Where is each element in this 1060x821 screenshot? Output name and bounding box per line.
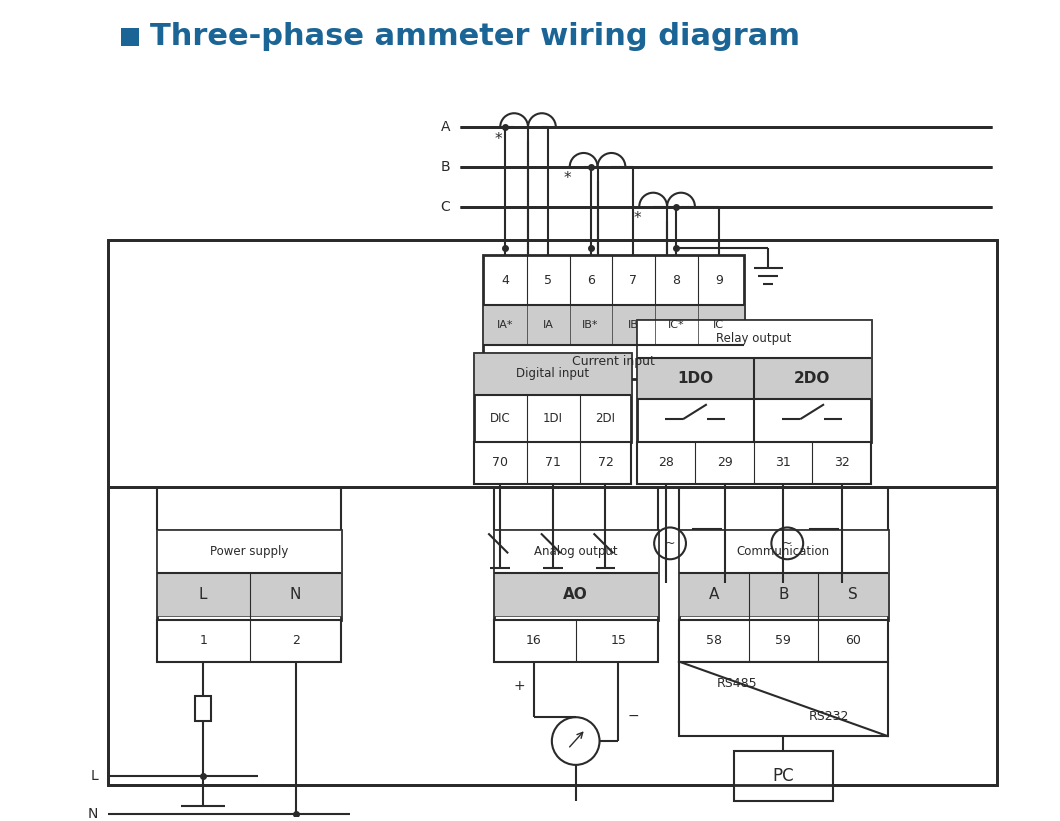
Text: A: A bbox=[708, 586, 719, 602]
Text: N: N bbox=[289, 586, 301, 602]
Text: *: * bbox=[494, 131, 502, 147]
Bar bbox=[158, 573, 341, 616]
Text: 7: 7 bbox=[630, 273, 637, 287]
Bar bbox=[494, 530, 658, 573]
Text: 5: 5 bbox=[544, 273, 552, 287]
Text: N: N bbox=[88, 806, 98, 820]
Text: 71: 71 bbox=[545, 456, 561, 470]
Bar bbox=[483, 255, 743, 379]
Bar bbox=[679, 530, 887, 573]
Bar bbox=[158, 530, 341, 620]
Text: −: − bbox=[555, 779, 567, 793]
Bar bbox=[679, 620, 887, 662]
Text: B: B bbox=[441, 160, 450, 174]
Text: Relay output: Relay output bbox=[716, 333, 791, 346]
Text: 15: 15 bbox=[611, 634, 626, 647]
Text: 2: 2 bbox=[292, 634, 300, 647]
Bar bbox=[494, 620, 658, 662]
Text: Power supply: Power supply bbox=[210, 545, 288, 557]
Text: Communication: Communication bbox=[737, 545, 830, 557]
Text: 1DI: 1DI bbox=[543, 411, 563, 424]
Text: 31: 31 bbox=[776, 456, 791, 470]
Bar bbox=[637, 442, 870, 484]
Text: Three-phase ammeter wiring diagram: Three-phase ammeter wiring diagram bbox=[149, 22, 799, 51]
Bar bbox=[475, 353, 632, 396]
Text: 8: 8 bbox=[672, 273, 681, 287]
Text: 1: 1 bbox=[199, 634, 207, 647]
Bar bbox=[637, 320, 870, 358]
Text: 29: 29 bbox=[717, 456, 732, 470]
Text: C: C bbox=[441, 200, 450, 213]
Text: IA: IA bbox=[543, 320, 553, 330]
Text: Current input: Current input bbox=[572, 355, 655, 368]
Bar bbox=[637, 358, 754, 399]
Text: ~: ~ bbox=[665, 537, 675, 550]
Text: *: * bbox=[564, 172, 571, 186]
Text: 1DO: 1DO bbox=[677, 371, 713, 386]
Text: ~: ~ bbox=[782, 537, 793, 550]
Bar bbox=[693, 530, 721, 557]
Bar bbox=[679, 573, 887, 616]
Text: −: − bbox=[628, 709, 639, 723]
Text: S: S bbox=[848, 586, 858, 602]
Text: 28: 28 bbox=[658, 456, 674, 470]
Bar bbox=[734, 751, 833, 800]
Text: IC: IC bbox=[713, 320, 724, 330]
Text: *: * bbox=[634, 211, 641, 226]
Bar bbox=[121, 28, 139, 46]
Text: DIC: DIC bbox=[490, 411, 511, 424]
Bar bbox=[475, 442, 632, 484]
Bar bbox=[494, 530, 658, 620]
Text: 70: 70 bbox=[492, 456, 508, 470]
Text: 72: 72 bbox=[598, 456, 614, 470]
Text: 4: 4 bbox=[501, 273, 509, 287]
Text: Digital input: Digital input bbox=[516, 367, 589, 380]
Text: Analog output: Analog output bbox=[534, 545, 618, 557]
Text: 60: 60 bbox=[845, 634, 861, 647]
Text: 58: 58 bbox=[706, 634, 722, 647]
Text: L: L bbox=[199, 586, 208, 602]
Text: 9: 9 bbox=[714, 273, 723, 287]
Bar bbox=[483, 305, 743, 345]
Text: IA*: IA* bbox=[497, 320, 513, 330]
Bar bbox=[679, 662, 887, 736]
Bar bbox=[494, 573, 658, 616]
Bar bbox=[108, 241, 996, 785]
Text: L: L bbox=[90, 768, 98, 782]
Text: 2DI: 2DI bbox=[596, 411, 616, 424]
Text: IC*: IC* bbox=[668, 320, 685, 330]
Bar bbox=[637, 320, 870, 442]
Bar bbox=[475, 353, 632, 442]
Text: B: B bbox=[778, 586, 789, 602]
Text: 6: 6 bbox=[586, 273, 595, 287]
Text: RS232: RS232 bbox=[809, 709, 849, 722]
Text: 2DO: 2DO bbox=[794, 371, 830, 386]
Text: IB*: IB* bbox=[582, 320, 599, 330]
Bar bbox=[810, 530, 838, 557]
Text: 59: 59 bbox=[775, 634, 791, 647]
Bar bbox=[754, 358, 870, 399]
Text: +: + bbox=[513, 680, 525, 694]
Text: IB: IB bbox=[628, 320, 639, 330]
Text: PC: PC bbox=[773, 767, 794, 785]
Bar bbox=[679, 530, 887, 620]
Text: 16: 16 bbox=[526, 634, 542, 647]
Bar bbox=[158, 620, 341, 662]
Bar bbox=[158, 530, 341, 573]
Text: RS485: RS485 bbox=[718, 677, 758, 690]
Text: A: A bbox=[441, 120, 450, 134]
Text: 32: 32 bbox=[834, 456, 850, 470]
Bar bbox=[108, 241, 996, 785]
Text: AO: AO bbox=[563, 586, 588, 602]
Bar bbox=[195, 696, 211, 721]
